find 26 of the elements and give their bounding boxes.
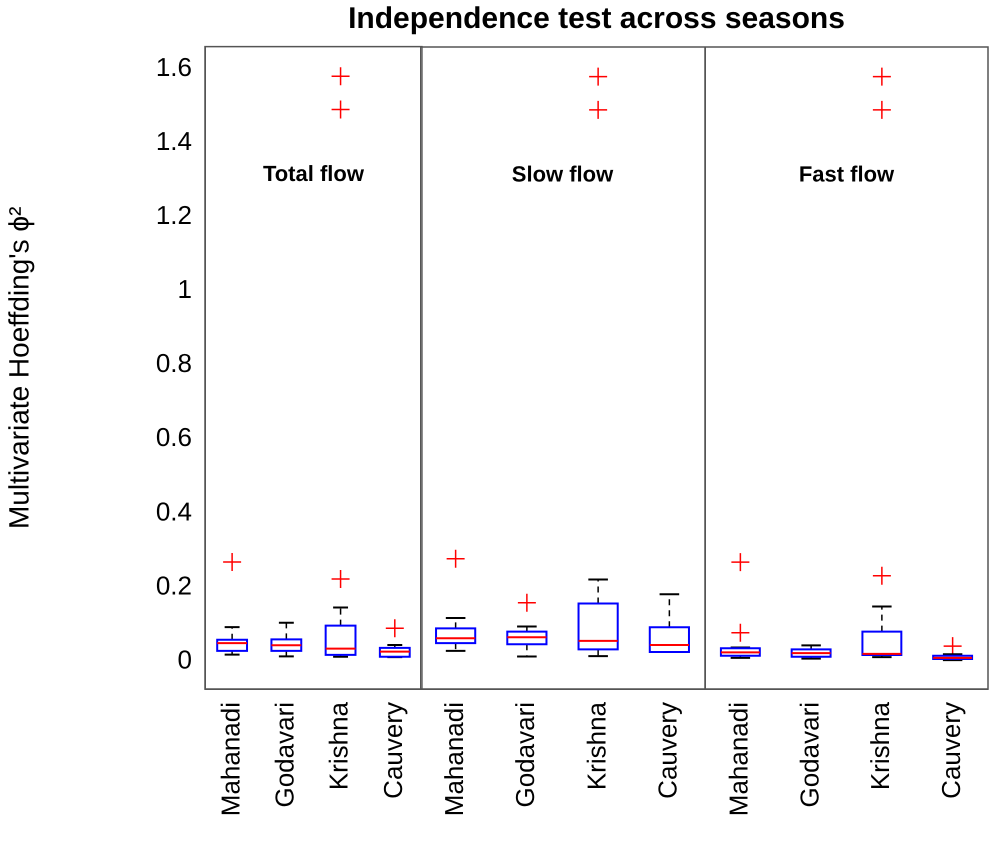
y-axis-title: Multivariate Hoeffding's ϕ²	[4, 206, 35, 530]
x-tick-label: Cauvery	[378, 702, 408, 799]
y-tick-label: 1.2	[156, 200, 192, 230]
y-tick-label: 1	[178, 274, 192, 304]
annotation: Total flow	[262, 161, 365, 186]
x-tick-label: Cauvery	[936, 702, 966, 799]
x-tick-label: Krishna	[865, 701, 896, 790]
y-tick-label: 1.6	[156, 52, 192, 82]
x-tick-label: Krishna	[581, 701, 612, 790]
x-tick-label: Cauvery	[652, 702, 683, 799]
x-tick-label: Godavari	[510, 702, 540, 808]
y-tick-label: 0.4	[156, 496, 192, 526]
y-tick-label: 0.6	[156, 422, 192, 452]
x-tick-label: Godavari	[794, 702, 824, 808]
x-tick-label: Krishna	[324, 701, 354, 790]
y-tick-label: 0	[178, 644, 192, 674]
annotation: Fast flow	[798, 161, 896, 186]
annotation: Slow flow	[512, 161, 614, 186]
y-tick-label: 0.2	[156, 570, 192, 600]
x-tick-label: Mahanadi	[724, 702, 754, 816]
x-tick-label: Mahanadi	[215, 702, 246, 816]
x-tick-label: Godavari	[270, 702, 300, 808]
x-tick-label: Mahanadi	[438, 702, 469, 816]
text: Independence test across seasons	[347, 2, 846, 36]
y-tick-label: 1.4	[156, 126, 192, 156]
y-tick-label: 0.8	[156, 348, 192, 378]
